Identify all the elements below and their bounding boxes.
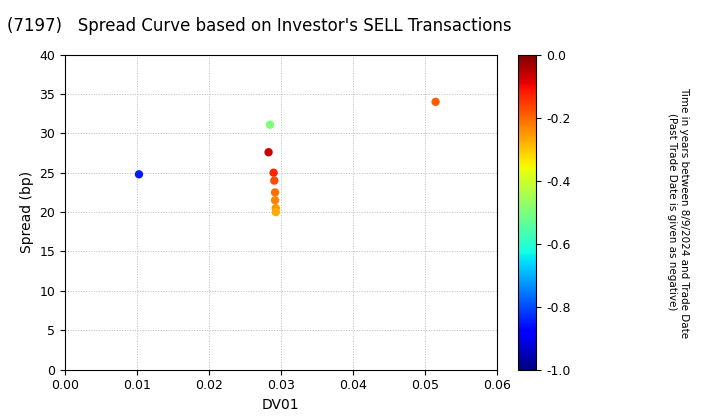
- Point: [269, 189, 281, 196]
- Y-axis label: Spread (bp): Spread (bp): [19, 171, 34, 253]
- Y-axis label: Time in years between 8/9/2024 and Trade Date
(Past Trade Date is given as negat: Time in years between 8/9/2024 and Trade…: [667, 87, 688, 338]
- Point: [269, 177, 280, 184]
- Point: [430, 98, 441, 105]
- Point: [263, 149, 274, 155]
- Point: [269, 197, 281, 204]
- Point: [268, 169, 279, 176]
- Point: [133, 171, 145, 178]
- Text: (7197)   Spread Curve based on Investor's SELL Transactions: (7197) Spread Curve based on Investor's …: [7, 17, 512, 35]
- X-axis label: DV01: DV01: [262, 398, 300, 412]
- Point: [264, 121, 276, 128]
- Point: [270, 209, 282, 215]
- Point: [270, 205, 282, 212]
